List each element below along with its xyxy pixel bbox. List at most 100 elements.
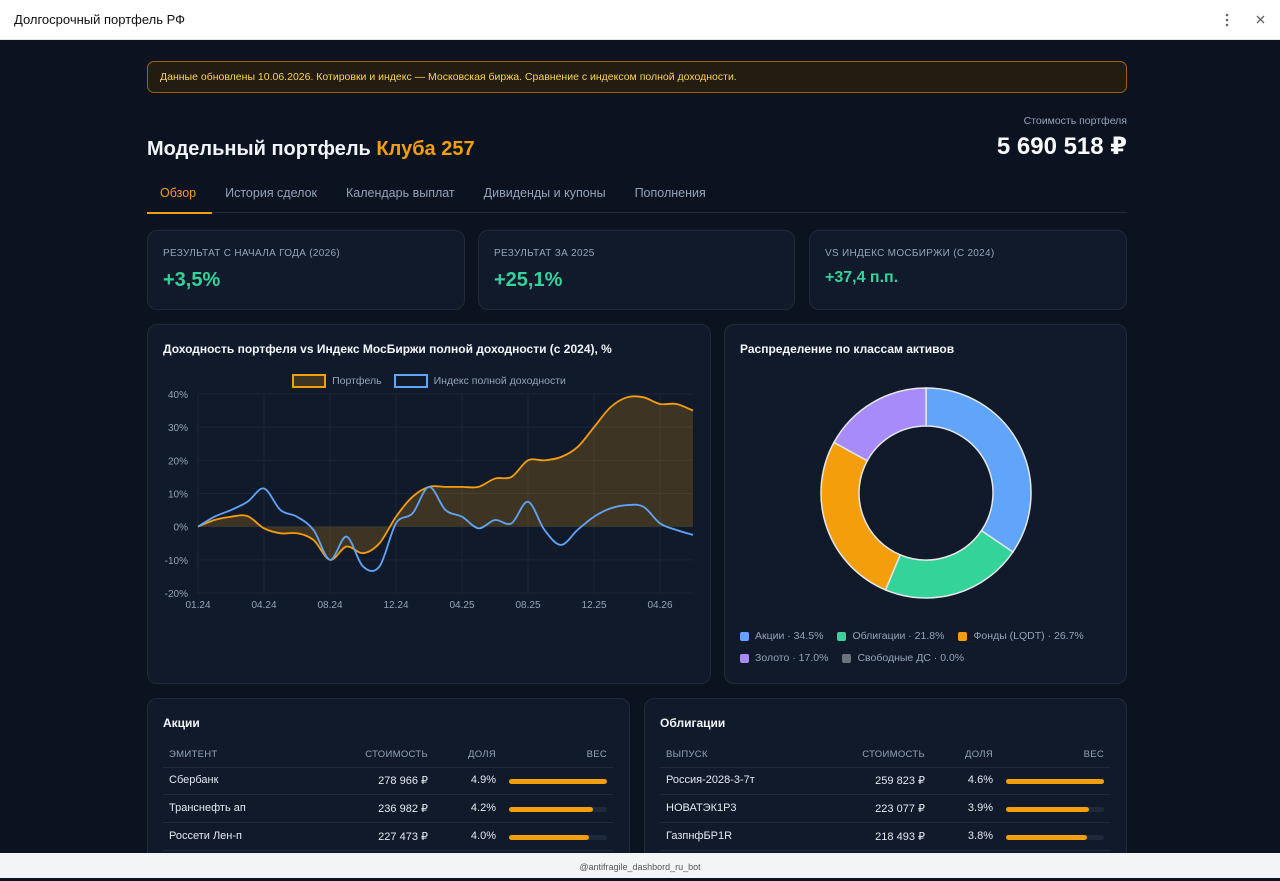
y-tick-label: 40% (168, 390, 188, 401)
weight-bar (509, 779, 607, 784)
column-header: ВЕС (1083, 749, 1104, 760)
dashboard: Данные обновлены 10.06.2026. Котировки и… (0, 40, 1280, 853)
row-divider (660, 850, 1110, 851)
x-tick-label: 04.25 (449, 600, 474, 611)
x-tick-label: 01.24 (185, 600, 210, 611)
legend-swatch (842, 653, 852, 663)
column-header: ДОЛЯ (467, 749, 496, 760)
cell-name: Россия-2028-3-7т (666, 774, 755, 786)
legend-swatch (740, 653, 749, 663)
row-divider (660, 822, 1110, 823)
legend-label: Золото · 17.0% (755, 652, 829, 664)
cell-value: 223 077 ₽ (875, 803, 925, 815)
y-tick-label: 10% (168, 490, 188, 501)
legend-label: Облигации · 21.8% (852, 630, 945, 642)
kpi-label: РЕЗУЛЬТАТ ЗА 2025 (494, 248, 595, 259)
tab[interactable]: Пополнения (634, 186, 706, 200)
window-titlebar: Долгосрочный портфель РФ (0, 0, 1280, 40)
legend-label: Индекс полной доходности (433, 375, 566, 387)
series-line (197, 485, 694, 572)
legend-swatch (837, 631, 847, 641)
pie-slice (925, 387, 1032, 554)
title-text: Модельный портфель (147, 138, 371, 160)
cell-name: Сбербанк (169, 774, 219, 786)
kpi-card: РЕЗУЛЬТАТ ЗА 2025 +25,1% (478, 230, 795, 310)
cell-share: 3.8% (967, 830, 993, 842)
weight-bar (1006, 779, 1104, 784)
column-header: ВЫПУСК (666, 749, 708, 760)
column-header: СТОИМОСТЬ (862, 749, 925, 760)
row-divider (660, 767, 1110, 768)
chart-legend: Акции · 34.5% Облигации · 21.8% Фонды (LQD… (740, 630, 1110, 664)
portfolio-value: 5 690 518 ₽ (996, 133, 1127, 160)
legend-item: Облигации · 21.8% (837, 630, 944, 642)
table-title: Облигации (660, 716, 726, 730)
donut-chart: Распределение по классам активов (740, 342, 1032, 599)
kpi-value: +25,1% (494, 269, 563, 291)
menu-button[interactable] (1220, 12, 1234, 28)
chart-legend: Портфель Индекс полной доходности (148, 374, 710, 388)
kpi-label: РЕЗУЛЬТАТ С НАЧАЛА ГОДА (2026) (163, 248, 340, 259)
tab[interactable]: Обзор (147, 172, 213, 214)
cell-value: 218 493 ₽ (875, 831, 925, 843)
pie-slice (832, 387, 927, 462)
row-divider (660, 794, 1110, 795)
cell-name: НОВАТЭК1Р3 (666, 802, 737, 814)
line-chart: Доходность портфеля vs Индекс МосБиржи п… (163, 342, 694, 611)
cell-name: Россети Лен-п (169, 830, 242, 842)
kpi-card: VS ИНДЕКС МОСБИРЖИ (С 2024) +37,4 п.п. (809, 230, 1127, 310)
row-divider (163, 822, 613, 823)
series-area (198, 396, 693, 560)
cell-value: 227 473 ₽ (378, 831, 428, 843)
tab[interactable]: История сделок (225, 186, 317, 200)
window-title: Долгосрочный портфель РФ (14, 12, 186, 27)
cell-share: 4.9% (470, 774, 496, 786)
series-line (197, 395, 694, 561)
kpi-value: +3,5% (163, 269, 221, 291)
chart-title: Распределение по классам активов (740, 342, 954, 356)
table-title: Акции (163, 716, 200, 730)
cell-value: 278 966 ₽ (378, 775, 428, 787)
tab[interactable]: Календарь выплат (346, 186, 455, 200)
legend-swatch (958, 631, 968, 641)
x-tick-label: 12.25 (581, 600, 606, 611)
legend-swatch (740, 631, 749, 641)
line-chart-card: Доходность портфеля vs Индекс МосБиржи п… (147, 324, 711, 684)
cell-name: Транснефть ап (169, 802, 246, 814)
x-tick-label: 12.24 (383, 600, 408, 611)
legend-label: Акции · 34.5% (755, 630, 824, 642)
tab-bar: Обзор История сделок Календарь выплат Дивид… (147, 172, 1127, 214)
legend-swatch (292, 374, 327, 388)
update-notice: Данные обновлены 10.06.2026. Котировки и… (147, 61, 1127, 93)
legend-item: Портфель (292, 374, 382, 388)
pie-slice (884, 529, 1014, 599)
weight-bar (1006, 835, 1087, 840)
row-divider (163, 767, 613, 768)
close-button[interactable] (1254, 13, 1268, 27)
portfolio-title: Модельный портфель Клуба 257 (147, 138, 475, 161)
legend-item: Фонды (LQDT) · 26.7% (958, 630, 1084, 642)
cell-value: 236 982 ₽ (378, 803, 428, 815)
cell-value: 259 823 ₽ (875, 775, 925, 787)
weight-bar (509, 835, 589, 840)
x-tick-label: 04.24 (251, 600, 276, 611)
column-header: ДОЛЯ (964, 749, 993, 760)
legend-label: Фонды (LQDT) · 26.7% (973, 630, 1084, 642)
cell-share: 3.9% (967, 802, 993, 814)
tab[interactable]: Дивиденды и купоны (483, 186, 606, 200)
cell-share: 4.2% (470, 802, 496, 814)
table-card: Акции ЭМИТЕНТ СТОИМОСТЬ ДОЛЯ ВЕС Сбербанк 278 … (147, 698, 630, 853)
y-tick-label: -20% (165, 589, 188, 600)
pie-slice (820, 441, 902, 591)
cell-share: 4.6% (967, 774, 993, 786)
legend-item: Свободные ДС · 0.0% (842, 652, 964, 664)
x-tick-label: 08.25 (515, 600, 540, 611)
weight-bar (1006, 807, 1090, 812)
kpi-value: +37,4 п.п. (825, 269, 899, 286)
footer: @antifragile_dashbord_ru_bot (0, 853, 1280, 878)
legend-item: Акции · 34.5% (740, 630, 823, 642)
kpi-label: VS ИНДЕКС МОСБИРЖИ (С 2024) (825, 248, 995, 259)
value-label: Стоимость портфеля (1023, 115, 1127, 127)
